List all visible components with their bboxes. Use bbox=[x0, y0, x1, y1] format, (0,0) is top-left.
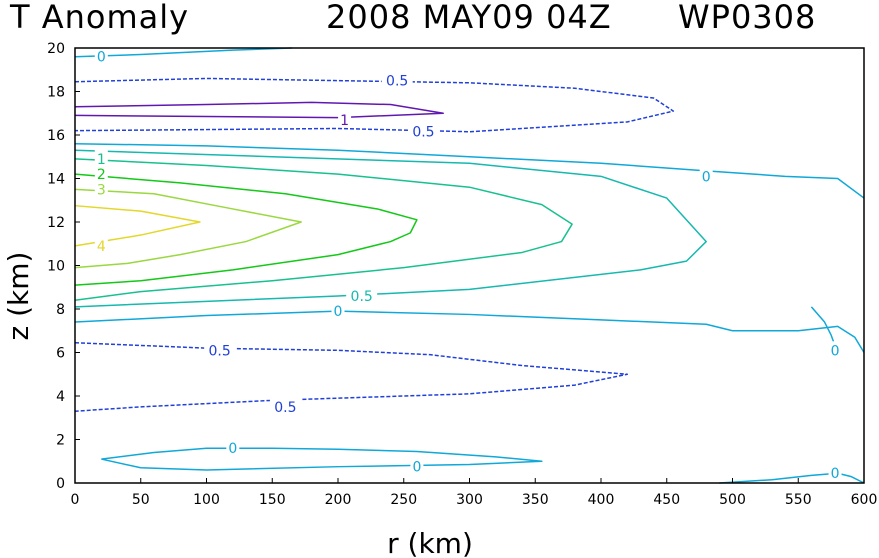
contour-line-level-3 bbox=[74, 188, 302, 269]
contour-label: 0 bbox=[831, 466, 840, 482]
contour-label-background bbox=[94, 236, 108, 253]
x-axis-label: r (km) bbox=[387, 527, 473, 558]
x-tick-label: 150 bbox=[259, 492, 286, 508]
y-tick-label: 18 bbox=[47, 85, 65, 101]
y-axis-label: z (km) bbox=[2, 252, 35, 341]
contour-label: 1 bbox=[97, 152, 106, 168]
contour-label-background bbox=[226, 439, 240, 456]
contour-line-level-0p5 bbox=[74, 149, 707, 308]
contour-line-level-1 bbox=[74, 158, 573, 302]
contour-line-level-0 bbox=[101, 447, 543, 471]
x-tick-label: 550 bbox=[785, 492, 812, 508]
y-tick-label: 10 bbox=[47, 259, 65, 275]
title-variable: T Anomaly bbox=[10, 0, 190, 36]
contour-label-background bbox=[410, 457, 424, 474]
contour-line-level-0 bbox=[74, 47, 293, 58]
y-tick-label: 4 bbox=[56, 389, 65, 405]
y-axis: 0 2 4 6 8 10 12 14 16 18 20 bbox=[47, 41, 80, 492]
contour-label: 0.5 bbox=[274, 400, 296, 416]
contour-label-background bbox=[346, 286, 378, 303]
contour-line-level-0 bbox=[719, 472, 865, 484]
contour-label: 0.5 bbox=[386, 74, 408, 90]
y-tick-label: 16 bbox=[47, 128, 65, 144]
contour-label-background bbox=[94, 149, 108, 166]
x-tick-label: 350 bbox=[522, 492, 549, 508]
contour-label-background bbox=[331, 302, 345, 319]
x-tick-label: 200 bbox=[325, 492, 352, 508]
contour-line-level-2 bbox=[74, 173, 418, 286]
contour-label: 2 bbox=[97, 167, 106, 183]
contour-label-background bbox=[338, 110, 352, 127]
title-datetime: 2008 MAY09 04Z bbox=[326, 0, 612, 36]
y-tick-label: 12 bbox=[47, 215, 65, 231]
title-storm-id: WP0308 bbox=[678, 0, 817, 36]
x-tick-label: 250 bbox=[390, 492, 417, 508]
x-tick-label: 300 bbox=[456, 492, 483, 508]
contour-line-level--1 bbox=[74, 101, 444, 119]
contour-label-background bbox=[94, 180, 108, 197]
y-tick-label: 8 bbox=[56, 302, 65, 318]
contour-label-background bbox=[94, 47, 108, 64]
y-tick-label: 6 bbox=[56, 346, 65, 362]
contour-label: 0 bbox=[334, 304, 343, 320]
y-tick-label: 14 bbox=[47, 172, 65, 188]
x-tick-label: 100 bbox=[193, 492, 220, 508]
contour-label-background bbox=[828, 341, 842, 358]
y-tick-label: 0 bbox=[56, 476, 65, 492]
x-tick-label: 0 bbox=[71, 492, 80, 508]
contour-label: 4 bbox=[97, 239, 106, 255]
y-tick-label: 2 bbox=[56, 433, 65, 449]
x-tick-label: 500 bbox=[719, 492, 746, 508]
contour-label-background bbox=[828, 464, 842, 481]
contour-line-level--0p5 bbox=[74, 77, 675, 133]
x-tick-label: 600 bbox=[851, 492, 878, 508]
contour-line-level-0 bbox=[810, 306, 836, 347]
contour-line-level--0p5 bbox=[74, 341, 629, 412]
contour-label-background bbox=[94, 165, 108, 182]
y-tick-label: 20 bbox=[47, 41, 65, 57]
contour-label: 0.5 bbox=[412, 125, 434, 141]
x-tick-label: 50 bbox=[132, 492, 150, 508]
contour-label-background bbox=[204, 341, 236, 358]
contour-line-level-0 bbox=[74, 142, 865, 199]
contour-label: 0 bbox=[97, 50, 106, 66]
contour-label: 0.5 bbox=[351, 289, 373, 305]
contour-label: 1 bbox=[340, 113, 349, 129]
contour-lines bbox=[74, 47, 865, 484]
contour-label-background bbox=[407, 122, 439, 139]
contour-label: 3 bbox=[97, 182, 106, 198]
contour-label-background bbox=[381, 71, 413, 88]
plot-frame bbox=[74, 47, 865, 484]
contour-line-level-4 bbox=[74, 204, 201, 247]
x-axis: 0 50 100 150 200 250 300 350 400 450 500 550 600 bbox=[71, 478, 878, 508]
contour-label-background bbox=[699, 167, 713, 184]
contour-label: 0 bbox=[702, 169, 711, 185]
contour-label: 0 bbox=[831, 343, 840, 359]
contour-label: 0.5 bbox=[209, 343, 231, 359]
x-tick-label: 400 bbox=[588, 492, 615, 508]
x-tick-label: 450 bbox=[653, 492, 680, 508]
contour-line-level-0 bbox=[74, 310, 865, 353]
contour-label: 0 bbox=[412, 460, 421, 476]
contour-label-background bbox=[269, 397, 301, 414]
contour-label: 0 bbox=[228, 441, 237, 457]
